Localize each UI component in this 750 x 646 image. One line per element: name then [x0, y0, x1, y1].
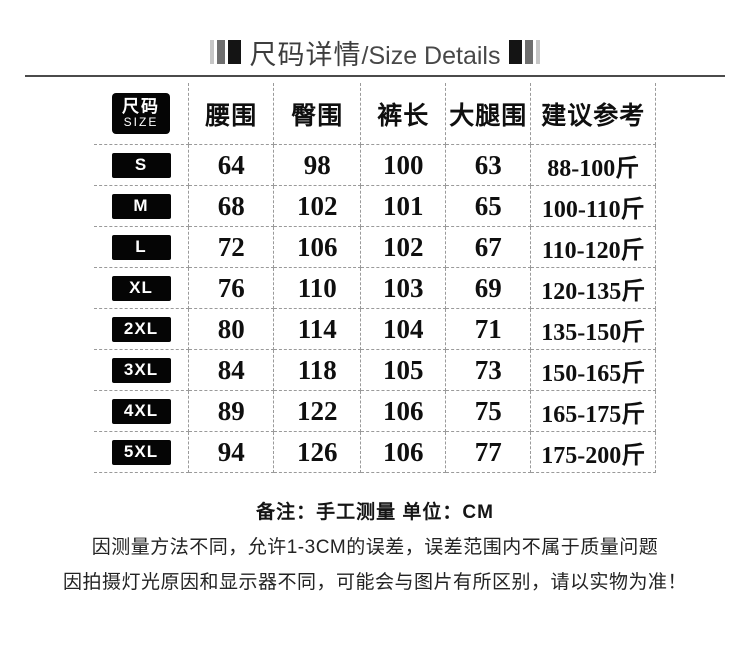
header-suggest: 建议参考: [530, 83, 657, 145]
hip-value: 98: [273, 144, 362, 186]
size-badge: L: [111, 234, 171, 260]
thigh-value: 77: [445, 431, 532, 473]
length-value: 105: [360, 349, 447, 391]
table-row: L 72 106 102 67 110-120斤: [93, 226, 657, 268]
note-color-disclaimer: 因拍摄灯光原因和显示器不同，可能会与图片有所区别，请以实物为准！: [62, 572, 687, 593]
table-row: 4XL 89 122 106 75 165-175斤: [93, 390, 657, 432]
suggest-value: 110-120斤: [530, 226, 657, 268]
thigh-value: 73: [445, 349, 532, 391]
header-thigh: 大腿围: [445, 83, 532, 145]
table-header-row: 尺码 SIZE 腰围 臀围 裤长 大腿围 建议参考: [93, 83, 657, 145]
waist-value: 72: [188, 226, 275, 268]
header-length: 裤长: [360, 83, 447, 145]
waist-value: 64: [188, 144, 275, 186]
length-value: 101: [360, 185, 447, 227]
length-value: 104: [360, 308, 447, 350]
waist-value: 84: [188, 349, 275, 391]
suggest-value: 88-100斤: [530, 144, 657, 186]
hip-value: 106: [273, 226, 362, 268]
suggest-value: 135-150斤: [530, 308, 657, 350]
table-row: 2XL 80 114 104 71 135-150斤: [93, 308, 657, 350]
note-tolerance: 因测量方法不同，允许1-3CM的误差，误差范围内不属于质量问题: [91, 537, 659, 558]
size-badge: S: [111, 152, 171, 178]
thigh-value: 75: [445, 390, 532, 432]
page-title: 尺码详情/Size Details: [0, 36, 750, 70]
thigh-value: 69: [445, 267, 532, 309]
suggest-value: 120-135斤: [530, 267, 657, 309]
header-waist: 腰围: [188, 83, 275, 145]
table-row: 5XL 94 126 106 77 175-200斤: [93, 431, 657, 473]
title-en: /Size Details: [361, 41, 501, 70]
size-badge: 4XL: [111, 398, 171, 424]
size-badge: XL: [111, 275, 171, 301]
title-zh: 尺码详情: [249, 39, 362, 70]
size-header-en: SIZE: [123, 115, 159, 130]
hip-value: 122: [273, 390, 362, 432]
title-bars-right-icon: [509, 40, 541, 64]
thigh-value: 65: [445, 185, 532, 227]
suggest-value: 150-165斤: [530, 349, 657, 391]
thigh-value: 63: [445, 144, 532, 186]
hip-value: 110: [273, 267, 362, 309]
size-header-badge: 尺码 SIZE: [112, 93, 170, 134]
suggest-value: 100-110斤: [530, 185, 657, 227]
waist-value: 80: [188, 308, 275, 350]
size-badge: 2XL: [111, 316, 171, 342]
hip-value: 126: [273, 431, 362, 473]
table-row: XL 76 110 103 69 120-135斤: [93, 267, 657, 309]
size-badge: M: [111, 193, 171, 219]
suggest-value: 165-175斤: [530, 390, 657, 432]
notes-section: 备注：手工测量 单位：CM 因测量方法不同，允许1-3CM的误差，误差范围内不属…: [0, 497, 750, 594]
size-badge: 3XL: [111, 357, 171, 383]
table-row: M 68 102 101 65 100-110斤: [93, 185, 657, 227]
length-value: 102: [360, 226, 447, 268]
size-badge: 5XL: [111, 439, 171, 465]
waist-value: 94: [188, 431, 275, 473]
length-value: 100: [360, 144, 447, 186]
size-chart-table: 尺码 SIZE 腰围 臀围 裤长 大腿围 建议参考 S 64 98 100 63…: [93, 83, 657, 473]
table-row: 3XL 84 118 105 73 150-165斤: [93, 349, 657, 391]
thigh-value: 67: [445, 226, 532, 268]
length-value: 106: [360, 390, 447, 432]
header-size: 尺码 SIZE: [93, 83, 190, 145]
thigh-value: 71: [445, 308, 532, 350]
hip-value: 102: [273, 185, 362, 227]
suggest-value: 175-200斤: [530, 431, 657, 473]
note-measurement-unit: 备注：手工测量 单位：CM: [256, 502, 494, 523]
waist-value: 76: [188, 267, 275, 309]
size-header-zh: 尺码: [122, 97, 160, 117]
table-row: S 64 98 100 63 88-100斤: [93, 144, 657, 186]
page-title-text: 尺码详情/Size Details: [250, 33, 501, 72]
size-details-page: 尺码详情/Size Details 尺码 SIZE 腰围 臀围 裤长 大腿围: [0, 36, 750, 646]
hip-value: 114: [273, 308, 362, 350]
title-divider: [25, 75, 725, 77]
waist-value: 89: [188, 390, 275, 432]
waist-value: 68: [188, 185, 275, 227]
length-value: 103: [360, 267, 447, 309]
title-bars-left-icon: [209, 40, 241, 64]
header-hip: 臀围: [273, 83, 362, 145]
hip-value: 118: [273, 349, 362, 391]
length-value: 106: [360, 431, 447, 473]
